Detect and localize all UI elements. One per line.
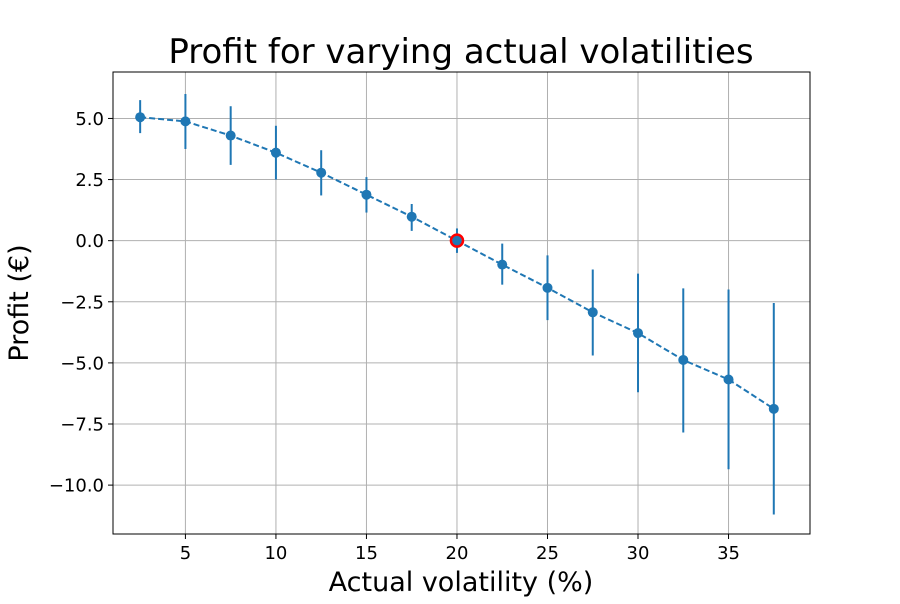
data-point [225,130,236,141]
data-point [768,403,779,414]
y-tick-label: 5.0 [75,109,104,130]
data-point [180,116,191,127]
y-axis-label: Profit (€) [4,244,35,361]
grid-lines [113,72,810,534]
data-point [135,112,146,123]
x-tick-label: 5 [180,543,191,564]
data-series [135,94,779,515]
data-point [723,374,734,385]
x-tick-label: 35 [717,543,740,564]
data-point [270,147,281,158]
highlight-marker [449,233,465,248]
x-tick-label: 10 [264,543,287,564]
x-tick-label: 25 [536,543,559,564]
data-point [406,211,417,222]
x-tick-label: 15 [355,543,378,564]
data-point [633,328,644,339]
y-tick-labels: 5.0 2.5 0.0 −2.5 −5.0 −7.5 −10.0 [49,109,104,497]
y-tick-label: −2.5 [60,292,104,313]
data-point [587,307,598,318]
y-tick-label: 0.0 [75,231,104,252]
x-tick-label: 30 [627,543,650,564]
chart-title: Profit for varying actual volatilities [168,32,753,72]
y-tick-label: 2.5 [75,170,104,191]
x-tick-label: 20 [446,543,469,564]
data-point [316,167,327,178]
data-point [451,235,462,246]
data-point [678,354,689,365]
y-tick-label: −7.5 [60,415,104,436]
x-tick-labels: 5 10 15 20 25 30 35 [180,543,740,564]
tick-marks [108,117,730,539]
data-point [361,189,372,200]
y-tick-label: −5.0 [60,353,104,374]
data-point [542,282,553,293]
x-axis-label: Actual volatility (%) [329,567,594,598]
y-tick-label: −10.0 [49,476,104,497]
data-point [497,259,508,270]
plot-area-frame [112,71,811,535]
